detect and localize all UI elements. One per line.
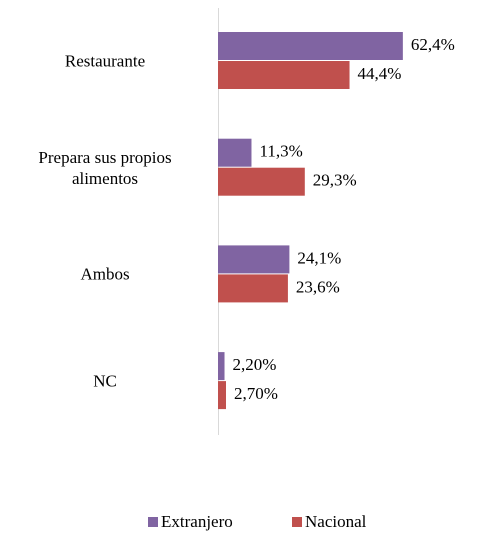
bar [218, 274, 288, 303]
bar [218, 61, 350, 89]
value-label: 44,4% [358, 64, 402, 83]
value-label: 24,1% [297, 248, 341, 267]
legend-label: Nacional [305, 512, 367, 531]
bar [218, 381, 226, 410]
value-label: 2,70% [234, 384, 278, 403]
legend-swatch [292, 517, 302, 527]
bar [218, 167, 305, 196]
bar [218, 138, 252, 167]
value-label: 29,3% [313, 171, 357, 190]
value-label: 23,6% [296, 277, 340, 296]
category-label: NC [93, 371, 117, 391]
value-label: 62,4% [411, 35, 455, 54]
category-label: Ambos [80, 264, 130, 284]
legend-label: Extranjero [161, 512, 233, 531]
category-label: Restaurante [64, 51, 146, 71]
legend-swatch [148, 517, 158, 527]
value-label: 11,3% [259, 142, 302, 161]
bar [218, 32, 403, 60]
bar [218, 245, 290, 274]
category-label: Prepara sus propios alimentos [38, 147, 172, 188]
value-label: 2,20% [233, 355, 277, 374]
bar [218, 352, 225, 381]
